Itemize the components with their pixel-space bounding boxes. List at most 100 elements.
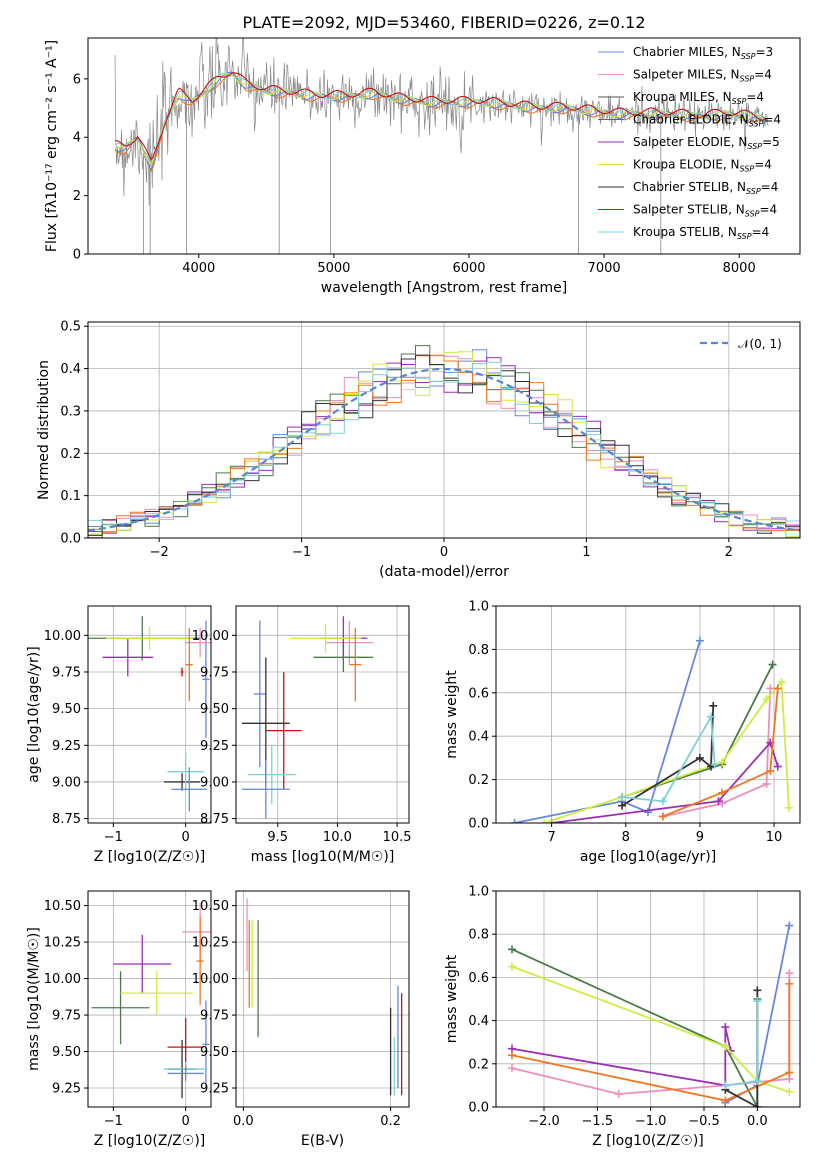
point-marker	[508, 1051, 516, 1060]
point-marker	[784, 803, 793, 812]
y-tick-label: 9.75	[200, 1009, 229, 1024]
y-tick-label: 1.0	[468, 600, 489, 615]
point-marker	[753, 1103, 762, 1107]
error-bar-point	[180, 667, 184, 677]
x-tick-label: 0.0	[233, 1114, 254, 1129]
point-marker	[510, 819, 519, 823]
x-tick-label: 8	[622, 830, 630, 845]
legend: Chabrier MILES, NSSP=3 Salpeter MILES, NS…	[598, 45, 781, 241]
y-tick-label: 0.5	[60, 320, 81, 335]
axes-frame	[87, 890, 212, 1108]
y-tick-label: 0.8	[468, 928, 489, 943]
y-tick-label: 4	[73, 131, 81, 146]
y-axis-label: mass [log10(M/M☉)]	[26, 927, 42, 1071]
point-marker	[777, 677, 786, 686]
legend-label: Kroupa ELODIE, NSSP=4	[633, 158, 772, 174]
y-tick-label: 9.25	[200, 1082, 229, 1097]
error-bar-point	[196, 917, 204, 1005]
point-marker	[753, 997, 762, 1006]
error-bar-point	[171, 767, 208, 812]
y-tick-label: 9.75	[52, 1009, 81, 1024]
x-tick-label: −1.5	[582, 1114, 614, 1129]
plot-area	[246, 898, 403, 1096]
y-tick-label: 9.50	[200, 1045, 229, 1060]
point-marker	[508, 1064, 516, 1073]
plot-area	[241, 616, 374, 819]
y-tick-label: 0.0	[468, 817, 489, 832]
x-tick-label: 8000	[723, 261, 756, 276]
axes-frame	[235, 605, 410, 824]
x-axis-label: Z [log10(Z/Z☉)]	[592, 1133, 704, 1149]
error-bar-point	[120, 971, 193, 1016]
x-axis-label: (data-model)/error	[379, 564, 509, 580]
x-tick-label: 4000	[182, 261, 215, 276]
point-marker	[768, 660, 777, 669]
plot-area	[91, 902, 211, 1099]
plot-area	[88, 345, 800, 538]
y-axis-label: Normed distribution	[36, 360, 52, 500]
x-tick-label: 0.2	[380, 1114, 401, 1129]
spectrum-chart: 4000 5000 6000 7000 8000 0 2 4 6 PLATE=2092, MJD=…	[44, 13, 801, 296]
series-line	[543, 679, 790, 823]
point-marker	[718, 788, 727, 797]
axes-frame	[87, 605, 212, 824]
y-tick-label: 6	[73, 72, 81, 87]
x-tick-label: −1	[104, 830, 123, 845]
z-vs-age-chart: −1 0 8.75 9.00 9.25 9.50 9.75 10.00 Z [log10(Z/Z…	[26, 605, 212, 865]
chart-title: PLATE=2092, MJD=53460, FIBERID=0226, z=0…	[242, 13, 645, 32]
point-marker	[614, 1090, 623, 1099]
y-tick-label: 0.1	[60, 489, 81, 504]
y-tick-label: 10.25	[44, 936, 81, 951]
point-marker	[508, 962, 516, 971]
x-tick-label: 5000	[317, 261, 350, 276]
error-bar-point	[167, 752, 204, 791]
normal-curve	[88, 367, 800, 532]
error-bar-point	[106, 626, 193, 650]
x-axis-label: wavelength [Angstrom, rest frame]	[321, 280, 567, 296]
histogram-step	[88, 354, 800, 536]
error-bar-point	[241, 759, 290, 819]
x-axis-label: Z [log10(Z/Z☉)]	[94, 849, 206, 865]
series-line	[621, 713, 716, 803]
x-tick-label: 0.0	[747, 1114, 768, 1129]
y-tick-label: 0.3	[60, 404, 81, 419]
y-tick-label: 10.00	[44, 629, 81, 644]
x-tick-label: −0.5	[688, 1114, 720, 1129]
point-marker	[618, 792, 627, 801]
y-tick-label: 9.00	[200, 775, 229, 790]
series-line	[511, 948, 759, 1107]
error-bar-point	[113, 934, 172, 994]
point-marker	[753, 1077, 762, 1086]
error-bar-point	[202, 620, 210, 738]
axes-frame	[495, 890, 801, 1108]
point-marker	[707, 712, 716, 721]
error-bar-point	[163, 773, 201, 791]
y-tick-label: 0.6	[468, 686, 489, 701]
axes-frame	[235, 890, 410, 1108]
plot-area	[510, 636, 793, 823]
x-tick-label: −1	[292, 545, 311, 560]
y-tick-label: 10.00	[192, 972, 229, 987]
y-tick-label: 10.25	[192, 936, 229, 951]
y-axis-label: age [log10(age/yr)]	[26, 646, 42, 782]
histogram-step	[88, 357, 800, 533]
plot-area	[508, 921, 794, 1107]
y-tick-label: 9.75	[200, 665, 229, 680]
y-tick-label: 1.0	[468, 885, 489, 900]
x-tick-label: 9.5	[267, 830, 288, 845]
point-marker	[785, 969, 794, 978]
x-tick-label: 6000	[452, 261, 485, 276]
error-bar-point	[102, 638, 154, 677]
y-tick-label: 10.00	[192, 629, 229, 644]
series-line	[511, 965, 790, 1093]
legend-label: Salpeter ELODIE, NSSP=5	[633, 135, 780, 151]
legend-label: Kroupa MILES, NSSP=4	[633, 90, 764, 106]
histogram-step	[88, 361, 800, 532]
point-marker	[718, 758, 727, 767]
plot-area	[88, 616, 211, 812]
x-axis-label: Z [log10(Z/Z☉)]	[94, 1133, 206, 1149]
point-marker	[785, 979, 794, 988]
x-axis-label: E(B-V)	[301, 1133, 344, 1149]
x-tick-label: 9	[696, 830, 704, 845]
